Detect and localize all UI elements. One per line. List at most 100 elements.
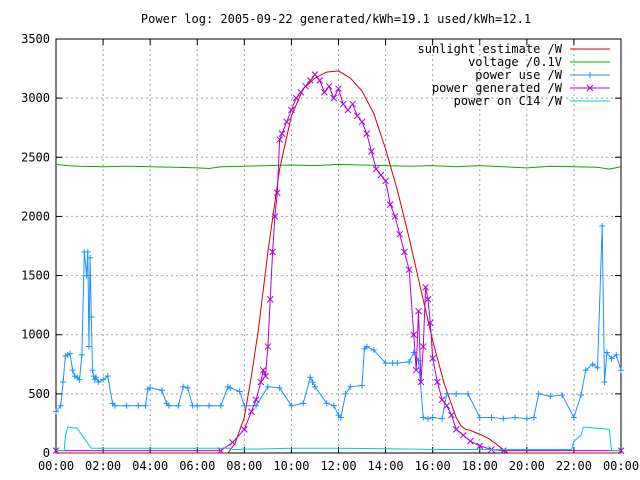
data-point-stem bbox=[401, 248, 408, 256]
y-tick-label: 500 bbox=[28, 387, 50, 401]
y-tick-label: 2000 bbox=[21, 209, 50, 223]
data-point-stem bbox=[363, 130, 371, 137]
x-tick-label: 08:00 bbox=[226, 459, 262, 473]
legend-label: sunlight estimate /W bbox=[418, 42, 563, 56]
data-point-stem bbox=[278, 130, 286, 137]
data-point-stem bbox=[429, 355, 437, 362]
data-point-stem bbox=[372, 165, 380, 173]
data-point-stem bbox=[438, 396, 446, 404]
x-tick-label: 00:00 bbox=[38, 459, 74, 473]
x-tick-label: 22:00 bbox=[556, 459, 592, 473]
data-point-stem bbox=[405, 266, 413, 274]
legend-label: power use /W bbox=[475, 68, 562, 82]
x-tick-label: 04:00 bbox=[132, 459, 168, 473]
series-line bbox=[55, 163, 622, 170]
y-tick-label: 1000 bbox=[21, 328, 50, 342]
data-point-stem bbox=[459, 431, 467, 439]
data-point-stem bbox=[434, 378, 441, 386]
data-point-stem bbox=[259, 366, 267, 374]
data-point-stem bbox=[264, 343, 272, 350]
data-point-stem bbox=[339, 100, 347, 108]
x-tick-label: 16:00 bbox=[415, 459, 451, 473]
axes: 0 500 1000 1500 2000 2500 3000 3500 00:00 02:00 04… bbox=[21, 32, 639, 473]
x-tick-label: 14:00 bbox=[368, 459, 404, 473]
x-tick-label: 02:00 bbox=[85, 459, 121, 473]
x-tick-label: 12:00 bbox=[320, 459, 356, 473]
series-2 bbox=[53, 222, 624, 422]
data-point-stem bbox=[358, 118, 366, 126]
data-point-stem bbox=[271, 213, 279, 220]
data-point-stem bbox=[386, 201, 394, 208]
data-point-stem bbox=[410, 331, 418, 339]
data-point-stem bbox=[415, 307, 422, 315]
grid bbox=[56, 39, 621, 453]
series-0 bbox=[56, 70, 621, 454]
data-point-stem bbox=[417, 378, 425, 386]
data-point-stem bbox=[391, 213, 399, 220]
data-point-stem bbox=[443, 402, 451, 410]
data-point-stem bbox=[257, 378, 265, 386]
legend-label: power on C14 /W bbox=[454, 94, 563, 108]
series-line bbox=[56, 70, 621, 454]
data-point-stem bbox=[283, 118, 291, 126]
data-point-stem bbox=[240, 425, 248, 433]
series-line bbox=[56, 426, 621, 452]
x-tick-label: 20:00 bbox=[509, 459, 545, 473]
data-point-stem bbox=[252, 396, 260, 404]
data-point-stem bbox=[426, 319, 434, 327]
x-tick-label: 06:00 bbox=[179, 459, 215, 473]
data-point-stem bbox=[586, 84, 594, 92]
y-tick-label: 3500 bbox=[21, 32, 50, 46]
data-point-stem bbox=[448, 411, 455, 419]
series-3 bbox=[52, 71, 625, 454]
plot-frame bbox=[55, 38, 622, 454]
data-point-stem bbox=[424, 295, 432, 303]
data-point-stem bbox=[422, 284, 429, 291]
chart-title: Power log: 2005-09-22 generated/kWh=19.1… bbox=[141, 12, 531, 26]
data-point-stem bbox=[353, 112, 361, 120]
data-point-stem bbox=[377, 171, 385, 179]
data-point-stem bbox=[499, 447, 507, 454]
data-point-stem bbox=[316, 77, 324, 84]
data-point-stem bbox=[288, 106, 295, 114]
series-4 bbox=[56, 426, 621, 452]
data-point-stem bbox=[269, 248, 276, 256]
y-tick-label: 1500 bbox=[21, 269, 50, 283]
data-point-stem bbox=[335, 85, 342, 93]
series-layer bbox=[52, 70, 625, 454]
data-point-stem bbox=[412, 366, 420, 374]
data-point-stem bbox=[262, 372, 269, 380]
data-point-stem bbox=[382, 177, 389, 185]
y-tick-label: 2500 bbox=[21, 150, 50, 164]
legend-label: voltage /0.1V bbox=[468, 55, 562, 69]
data-point-stem bbox=[297, 88, 305, 96]
data-point-stem bbox=[368, 148, 375, 155]
data-point-stem bbox=[276, 136, 283, 143]
data-point-stem bbox=[273, 189, 281, 197]
data-point-stem bbox=[325, 82, 333, 90]
data-point-stem bbox=[248, 408, 255, 415]
series-1 bbox=[55, 163, 622, 170]
data-point-stem bbox=[419, 343, 427, 350]
x-tick-label: 00:00 bbox=[603, 459, 639, 473]
data-point-stem bbox=[229, 439, 236, 446]
data-point-stem bbox=[266, 295, 274, 303]
data-point-stem bbox=[344, 106, 352, 114]
x-tick-label: 18:00 bbox=[462, 459, 498, 473]
x-tick-label: 10:00 bbox=[273, 459, 309, 473]
data-point-stem bbox=[476, 442, 484, 450]
data-point-stem bbox=[349, 100, 356, 108]
data-point-stem bbox=[302, 82, 309, 90]
data-point-stem bbox=[452, 425, 460, 433]
data-point-stem bbox=[466, 437, 474, 445]
y-tick-label: 0 bbox=[43, 446, 50, 460]
data-point-stem bbox=[396, 230, 404, 238]
data-point-stem bbox=[321, 88, 328, 96]
data-point-stem bbox=[306, 77, 314, 84]
data-point-stem bbox=[330, 94, 338, 102]
data-point-stem bbox=[311, 71, 319, 78]
y-tick-label: 3000 bbox=[21, 91, 50, 105]
legend-label: power generated /W bbox=[432, 81, 563, 95]
